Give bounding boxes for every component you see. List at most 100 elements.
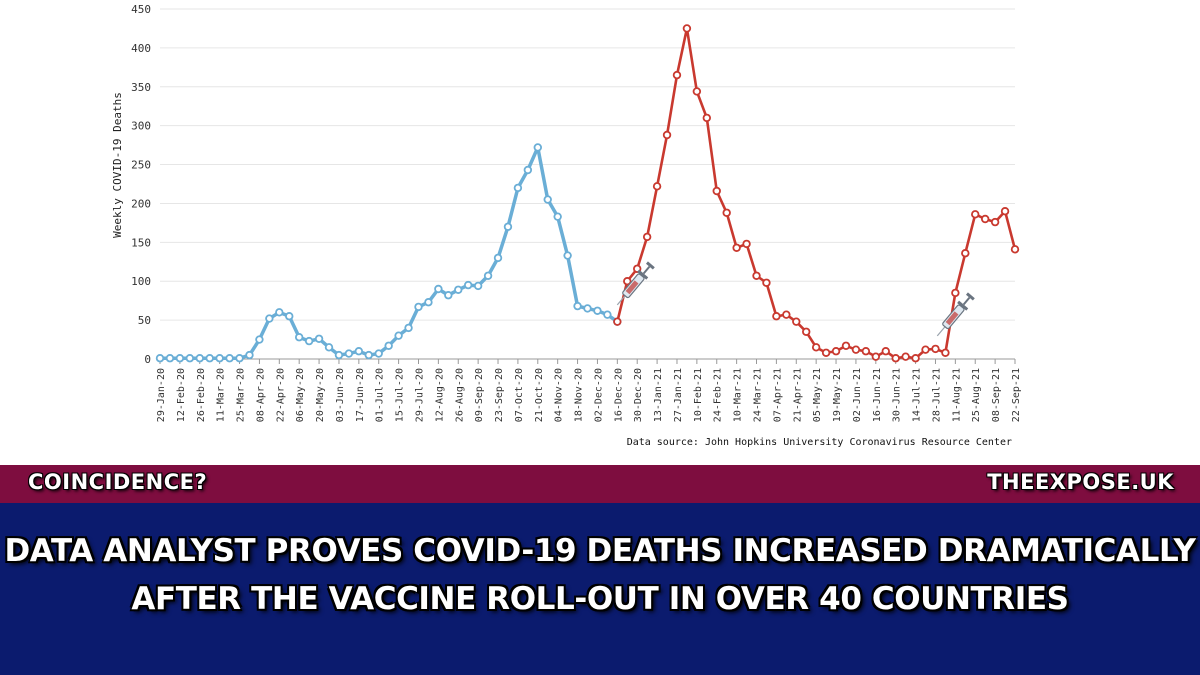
x-tick-label: 12-Aug-20 <box>434 368 445 422</box>
data-point <box>662 130 672 140</box>
x-tick-label: 10-Mar-21 <box>733 368 744 422</box>
data-point <box>473 281 483 291</box>
data-point <box>225 354 234 363</box>
x-tick-label: 26-Aug-20 <box>454 368 465 422</box>
data-point <box>911 354 920 363</box>
x-tick-label: 07-Oct-20 <box>514 368 525 422</box>
data-point <box>831 347 841 356</box>
x-tick-label: 10-Feb-21 <box>693 368 704 422</box>
data-point <box>752 271 761 280</box>
data-point <box>772 312 781 321</box>
data-point <box>553 212 562 221</box>
data-point <box>802 327 811 336</box>
headline-line-1: DATA ANALYST PROVES COVID-19 DEATHS INCR… <box>4 533 1196 569</box>
data-point <box>424 298 433 307</box>
x-tick-label: 22-Sep-21 <box>1011 368 1022 422</box>
data-point <box>324 343 334 352</box>
data-point <box>563 251 572 260</box>
data-point <box>463 280 473 290</box>
data-point <box>921 345 930 354</box>
y-tick-label: 450 <box>131 3 151 16</box>
x-tick-label: 16-Jun-21 <box>872 368 883 422</box>
x-tick-label: 29-Jan-20 <box>156 368 167 422</box>
data-point <box>374 349 383 358</box>
data-point <box>652 182 662 191</box>
data-point <box>414 302 423 312</box>
data-point <box>603 310 612 319</box>
chart-area: 0 50 100 150 200 250 300 350 400 450 Weekly COVID-… <box>111 3 1022 448</box>
data-point <box>255 335 264 344</box>
x-tick-label: 08-Apr-20 <box>255 368 266 422</box>
x-tick-label: 24-Mar-21 <box>753 368 764 422</box>
data-point <box>483 271 493 280</box>
x-tick-label: 22-Apr-20 <box>275 368 286 422</box>
data-point <box>623 277 632 286</box>
y-tick-label: 400 <box>131 42 151 55</box>
data-point <box>742 239 751 249</box>
data-point <box>1010 245 1020 254</box>
data-point <box>245 350 254 360</box>
data-point <box>503 222 513 231</box>
data-point <box>891 354 900 363</box>
data-point <box>185 354 195 363</box>
data-point <box>821 348 831 357</box>
data-point <box>205 354 214 363</box>
data-point <box>354 347 364 356</box>
data-point <box>792 317 801 326</box>
data-point <box>811 343 821 352</box>
x-tick-label: 12-Feb-20 <box>176 368 187 422</box>
data-point <box>961 249 970 258</box>
data-point <box>394 331 403 340</box>
data-point <box>782 310 791 319</box>
data-point <box>434 284 443 294</box>
x-tick-label: 09-Sep-20 <box>474 368 485 422</box>
data-point <box>304 336 314 346</box>
syringe-icon <box>936 292 975 337</box>
data-source-note: Data source: John Hopkins University Cor… <box>627 437 1012 448</box>
x-tick-label: 14-Jul-21 <box>912 368 923 422</box>
x-tick-label: 02-Dec-20 <box>593 368 604 422</box>
data-point <box>364 350 373 360</box>
x-tick-label: 07-Apr-21 <box>772 368 783 422</box>
data-point <box>493 253 503 263</box>
data-point <box>692 87 702 96</box>
x-tick-label: 23-Sep-20 <box>494 368 505 422</box>
data-point <box>980 214 990 224</box>
x-tick-label: 26-Feb-20 <box>196 368 207 422</box>
x-tick-label: 20-May-20 <box>315 368 326 422</box>
x-tick-label: 11-Aug-21 <box>951 368 962 422</box>
y-tick-label: 150 <box>131 236 151 249</box>
data-point <box>195 354 204 363</box>
y-tick-label: 250 <box>131 159 151 172</box>
data-point <box>175 354 185 363</box>
data-point <box>235 354 244 363</box>
data-point <box>682 24 692 33</box>
data-point <box>851 345 861 354</box>
x-tick-label: 18-Nov-20 <box>574 368 585 422</box>
data-point <box>523 165 533 175</box>
data-point <box>990 217 1000 227</box>
banner-left-label: COINCIDENCE? <box>28 470 208 494</box>
x-tick-label: 28-Jul-21 <box>931 368 942 422</box>
banner-right-label: THEEXPOSE.UK <box>987 470 1174 494</box>
x-tick-label: 17-Jun-20 <box>355 368 366 422</box>
x-tick-label: 30-Jun-21 <box>892 368 903 422</box>
x-tick-label: 30-Dec-20 <box>633 368 644 422</box>
headline-panel: DATA ANALYST PROVES COVID-19 DEATHS INCR… <box>0 503 1200 675</box>
data-point <box>901 352 910 361</box>
data-point <box>404 323 413 333</box>
data-point <box>285 312 294 321</box>
x-tick-label: 02-Jun-21 <box>852 368 863 422</box>
data-point <box>583 304 592 313</box>
data-point <box>613 317 622 326</box>
y-axis-title: Weekly COVID-19 Deaths <box>111 92 124 238</box>
data-point <box>155 354 165 363</box>
x-tick-label: 24-Feb-21 <box>713 368 724 422</box>
y-tick-label: 200 <box>131 197 151 210</box>
data-point <box>334 350 344 360</box>
y-tick-label: 300 <box>131 120 151 133</box>
data-point <box>951 288 960 298</box>
data-point <box>971 210 980 219</box>
x-tick-label: 03-Jun-20 <box>335 368 346 422</box>
y-tick-label: 350 <box>131 81 151 94</box>
